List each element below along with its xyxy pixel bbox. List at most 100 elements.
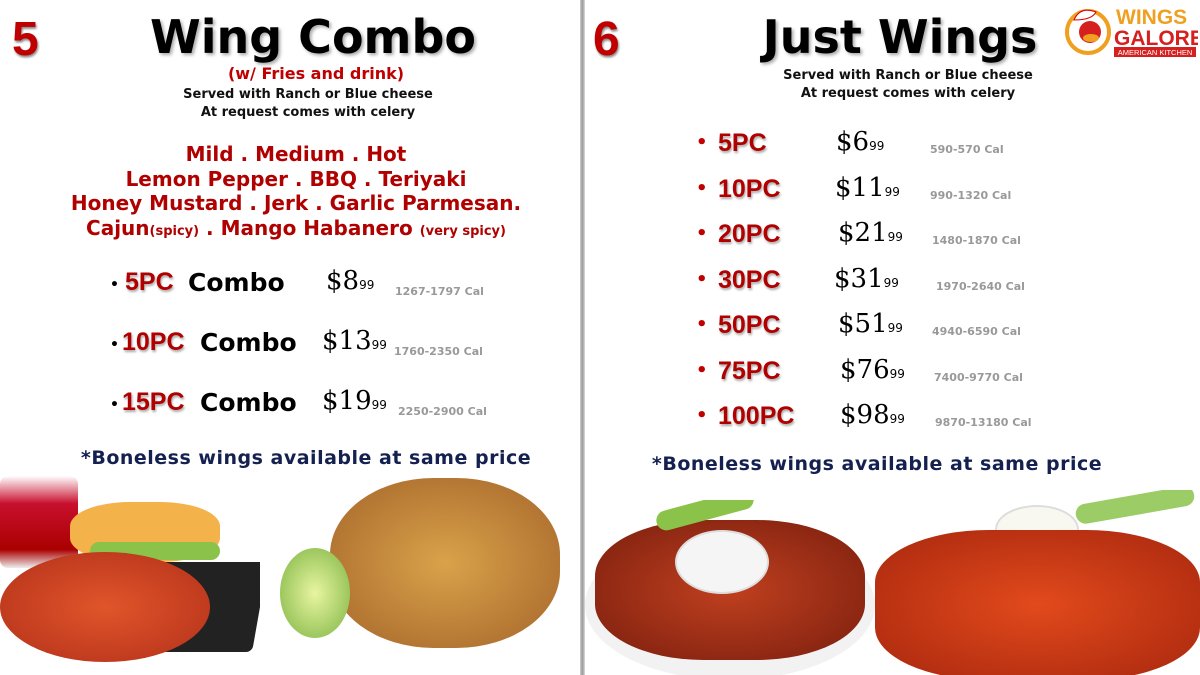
piece-count: 30PC bbox=[718, 266, 781, 294]
subtitle: (w/ Fries and drink) bbox=[227, 64, 405, 83]
wings-lime-photo bbox=[280, 478, 580, 675]
price: $3199 bbox=[834, 264, 899, 294]
piece-count: 50PC bbox=[718, 311, 781, 339]
flavor-note: (very spicy) bbox=[419, 223, 506, 239]
just-wings-panel: 6 Just Wings Served with Ranch or Blue c… bbox=[585, 0, 1200, 675]
calories: 2250-2900 Cal bbox=[398, 405, 487, 418]
note-line: At request comes with celery bbox=[800, 86, 1016, 101]
price-dollars: $11 bbox=[835, 173, 885, 203]
item-number: 5 bbox=[12, 13, 39, 66]
price-dollars: $21 bbox=[838, 218, 888, 248]
bullet-icon: • bbox=[696, 360, 708, 381]
section-title: Just Wings bbox=[762, 10, 1038, 64]
flavor-line: Mild . Medium . Hot bbox=[185, 142, 407, 166]
price-cents: 99 bbox=[889, 367, 905, 381]
calories: 990-1320 Cal bbox=[930, 189, 1012, 202]
piece-count: 20PC bbox=[718, 220, 781, 248]
price-cents: 99 bbox=[887, 321, 903, 335]
price: $9899 bbox=[840, 400, 905, 430]
boneless-note: *Boneless wings available at same price bbox=[80, 447, 532, 469]
combo-row: • bbox=[110, 274, 119, 293]
price: $1399 bbox=[322, 326, 387, 356]
price-cents: 99 bbox=[371, 398, 387, 412]
calories: 4940-6590 Cal bbox=[932, 325, 1021, 338]
boneless-note: *Boneless wings available at same price bbox=[651, 453, 1103, 475]
piece-count: 15PC bbox=[122, 388, 185, 416]
price-cents: 99 bbox=[371, 338, 387, 352]
calories: 1760-2350 Cal bbox=[394, 345, 483, 358]
wings-galore-logo: WINGS GALORE AMERICAN KITCHEN bbox=[1064, 2, 1200, 58]
bullet-icon: • bbox=[110, 337, 119, 353]
price-cents: 99 bbox=[884, 185, 900, 199]
boneless-wings-photo bbox=[585, 500, 875, 675]
price-cents: 99 bbox=[889, 412, 905, 426]
combo-label: Combo bbox=[200, 388, 297, 417]
piece-count: 10PC bbox=[122, 328, 185, 356]
bullet-icon: • bbox=[696, 132, 708, 153]
piece-count: 75PC bbox=[718, 357, 781, 385]
svg-text:GALORE: GALORE bbox=[1114, 27, 1198, 50]
calories: 1970-2640 Cal bbox=[936, 280, 1025, 293]
svg-text:AMERICAN KITCHEN: AMERICAN KITCHEN bbox=[1118, 48, 1193, 57]
flavor-list: Mild . Medium . Hot Lemon Pepper . BBQ .… bbox=[71, 142, 521, 244]
flavor-line: Cajun(spicy) . Mango Habanero (very spic… bbox=[71, 216, 521, 245]
flavor-line: Honey Mustard . Jerk . Garlic Parmesan. bbox=[70, 191, 522, 215]
chicken-mascot-icon: WINGS GALORE AMERICAN KITCHEN bbox=[1065, 6, 1200, 57]
calories: 7400-9770 Cal bbox=[934, 371, 1023, 384]
price: $2199 bbox=[838, 218, 903, 248]
combo-photo bbox=[0, 472, 260, 675]
price-cents: 99 bbox=[887, 230, 903, 244]
bullet-icon: • bbox=[696, 178, 708, 199]
item-number: 6 bbox=[593, 13, 620, 66]
calories: 1480-1870 Cal bbox=[932, 234, 1021, 247]
price-dollars: $51 bbox=[838, 309, 888, 339]
price-dollars: $13 bbox=[322, 326, 372, 356]
piece-count: 5PC bbox=[125, 268, 174, 296]
wing-combo-panel: 5 Wing Combo (w/ Fries and drink) Served… bbox=[0, 0, 580, 675]
flavor: . Mango Habanero bbox=[199, 215, 420, 240]
price: $899 bbox=[326, 266, 374, 296]
price: $1999 bbox=[322, 386, 387, 416]
combo-label: Combo bbox=[188, 268, 285, 297]
combo-row: • bbox=[110, 334, 119, 353]
piece-count: 5PC bbox=[718, 129, 767, 157]
price: $1199 bbox=[835, 173, 900, 203]
serving-notes: Served with Ranch or Blue cheese At requ… bbox=[183, 86, 433, 122]
bullet-icon: • bbox=[696, 314, 708, 335]
calories: 1267-1797 Cal bbox=[395, 285, 484, 298]
flavor-line: Lemon Pepper . BBQ . Teriyaki bbox=[125, 166, 467, 191]
calories: 9870-13180 Cal bbox=[935, 416, 1032, 429]
buffalo-wings-photo bbox=[875, 490, 1200, 675]
bullet-icon: • bbox=[110, 397, 119, 413]
combo-row: • bbox=[110, 394, 119, 413]
piece-count: 10PC bbox=[718, 175, 781, 203]
serving-notes: Served with Ranch or Blue cheese At requ… bbox=[783, 67, 1033, 103]
price: $5199 bbox=[838, 309, 903, 339]
flavor-note: (spicy) bbox=[149, 223, 200, 239]
bullet-icon: • bbox=[696, 223, 708, 244]
note-line: Served with Ranch or Blue cheese bbox=[783, 68, 1033, 83]
price-dollars: $76 bbox=[840, 355, 890, 385]
calories: 590-570 Cal bbox=[930, 143, 1004, 156]
bullet-icon: • bbox=[110, 277, 119, 293]
price-dollars: $8 bbox=[326, 266, 360, 296]
price-dollars: $31 bbox=[834, 264, 884, 294]
price: $7699 bbox=[840, 355, 905, 385]
flavor: Cajun bbox=[86, 215, 150, 240]
panel-divider bbox=[580, 0, 585, 675]
note-line: At request comes with celery bbox=[200, 105, 416, 120]
price-dollars: $98 bbox=[840, 400, 890, 430]
piece-count: 100PC bbox=[718, 402, 795, 430]
price: $699 bbox=[836, 127, 884, 157]
section-title: Wing Combo bbox=[149, 10, 477, 64]
price-cents: 99 bbox=[869, 139, 885, 153]
price-cents: 99 bbox=[883, 276, 899, 290]
price-dollars: $19 bbox=[322, 386, 372, 416]
svg-text:WINGS: WINGS bbox=[1116, 6, 1187, 29]
price-dollars: $6 bbox=[836, 127, 870, 157]
note-line: Served with Ranch or Blue cheese bbox=[183, 87, 433, 102]
combo-label: Combo bbox=[200, 328, 297, 357]
price-cents: 99 bbox=[359, 278, 375, 292]
bullet-icon: • bbox=[696, 405, 708, 426]
bullet-icon: • bbox=[696, 269, 708, 290]
